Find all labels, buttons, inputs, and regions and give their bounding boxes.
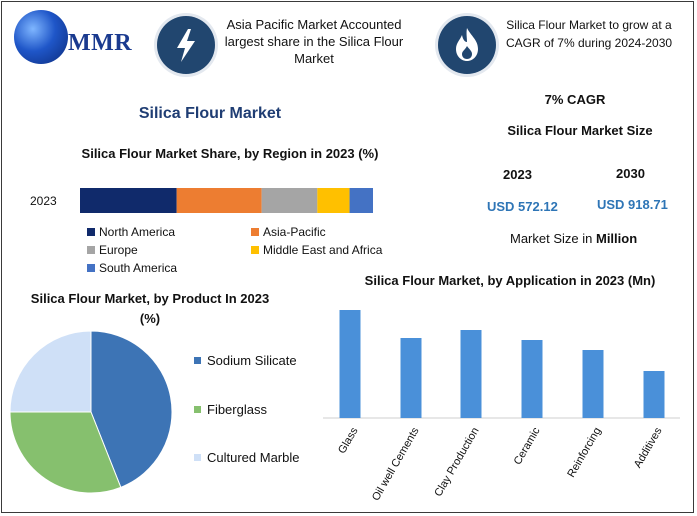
value-2023: USD 572.12 [487,199,558,214]
application-bar-ceramic [521,340,543,418]
flame-icon [438,16,496,74]
application-tick-label-clay-production: Clay Production [432,426,481,499]
unit-bold: Million [595,231,638,246]
region-bar-segment-middle-east-and-africa [317,188,350,213]
legend-swatch [194,406,201,413]
application-bar-clay-production [460,330,482,418]
page-title: Silica Flour Market [138,105,282,122]
pie-slice-fiberglass [9,411,122,494]
application-bar-reinforcing [582,350,604,418]
pie-slice-sodium-silicate [90,330,173,488]
product-legend-item-fiberglass: Fiberglass [194,402,267,417]
region-legend-item-south-america: South America [87,261,177,275]
year-2023: 2023 [503,167,532,182]
application-tick-label-oil-well-cements: Oil well Cements [370,425,422,503]
year-2030: 2030 [616,166,645,181]
application-bar-glass [339,310,361,418]
legend-label: Cultured Marble [207,450,300,465]
region-legend-item-north-america: North America [87,225,175,239]
legend-swatch [87,264,95,272]
region-legend-item-asia-pacific: Asia-Pacific [251,225,326,239]
market-size-unit: Market Size in Million [510,231,637,246]
legend-label: Sodium Silicate [207,353,297,368]
legend-swatch [251,246,259,254]
cagr-label: 7% CAGR [544,92,606,107]
region-bar-segment-north-america [80,188,177,213]
region-legend-item-middle-east-and-africa: Middle East and Africa [251,243,382,257]
unit-prefix: Market Size in [510,231,596,246]
region-bar-segment-europe [261,188,318,213]
application-bar-additives [643,371,665,418]
legend-label: Fiberglass [207,402,267,417]
legend-swatch [194,357,201,364]
market-size-heading: Silica Flour Market Size [507,123,653,138]
product-legend-item-cultured-marble: Cultured Marble [194,450,300,465]
region-stacked-bar-chart: 2023 [30,188,373,213]
legend-swatch [194,454,201,461]
value-2030: USD 918.71 [597,197,668,212]
header-region-text: Asia Pacific Market Accounted largest sh… [224,17,404,66]
region-bar-segment-asia-pacific [176,188,262,213]
application-tick-label-reinforcing: Reinforcing [565,426,603,480]
header-cagr-text: Silica Flour Market to grow at a CAGR of… [505,18,673,50]
application-bar-chart: Glass Oil well Cements Clay Production Cera… [323,310,680,503]
product-legend-item-sodium-silicate: Sodium Silicate [194,353,297,368]
legend-label: South America [99,261,178,275]
region-chart-title: Silica Flour Market Share, by Region in … [81,146,379,161]
legend-swatch [87,228,95,236]
legend-swatch [251,228,259,236]
globe-logo-icon [14,10,68,64]
region-legend-item-europe: Europe [87,243,138,257]
legend-label: Europe [99,243,138,257]
legend-label: Middle East and Africa [263,243,383,257]
logo-text: MMR [68,30,133,56]
pie-slice-cultured-marble [9,330,92,413]
application-tick-label-additives: Additives [632,425,665,470]
region-category-label: 2023 [30,194,57,208]
application-chart-title: Silica Flour Market, by Application in 2… [364,273,656,288]
application-bar-oil-well-cements [400,338,422,418]
application-tick-label-ceramic: Ceramic [512,425,543,467]
legend-label: Asia-Pacific [263,225,326,239]
application-tick-label-glass: Glass [336,425,361,456]
legend-swatch [87,246,95,254]
legend-label: North America [99,225,176,239]
region-bar-segment-south-america [349,188,373,213]
lightning-bolt-icon [157,16,215,74]
product-pie-chart [9,330,173,494]
product-chart-title: Silica Flour Market, by Product In 2023 … [30,291,270,326]
